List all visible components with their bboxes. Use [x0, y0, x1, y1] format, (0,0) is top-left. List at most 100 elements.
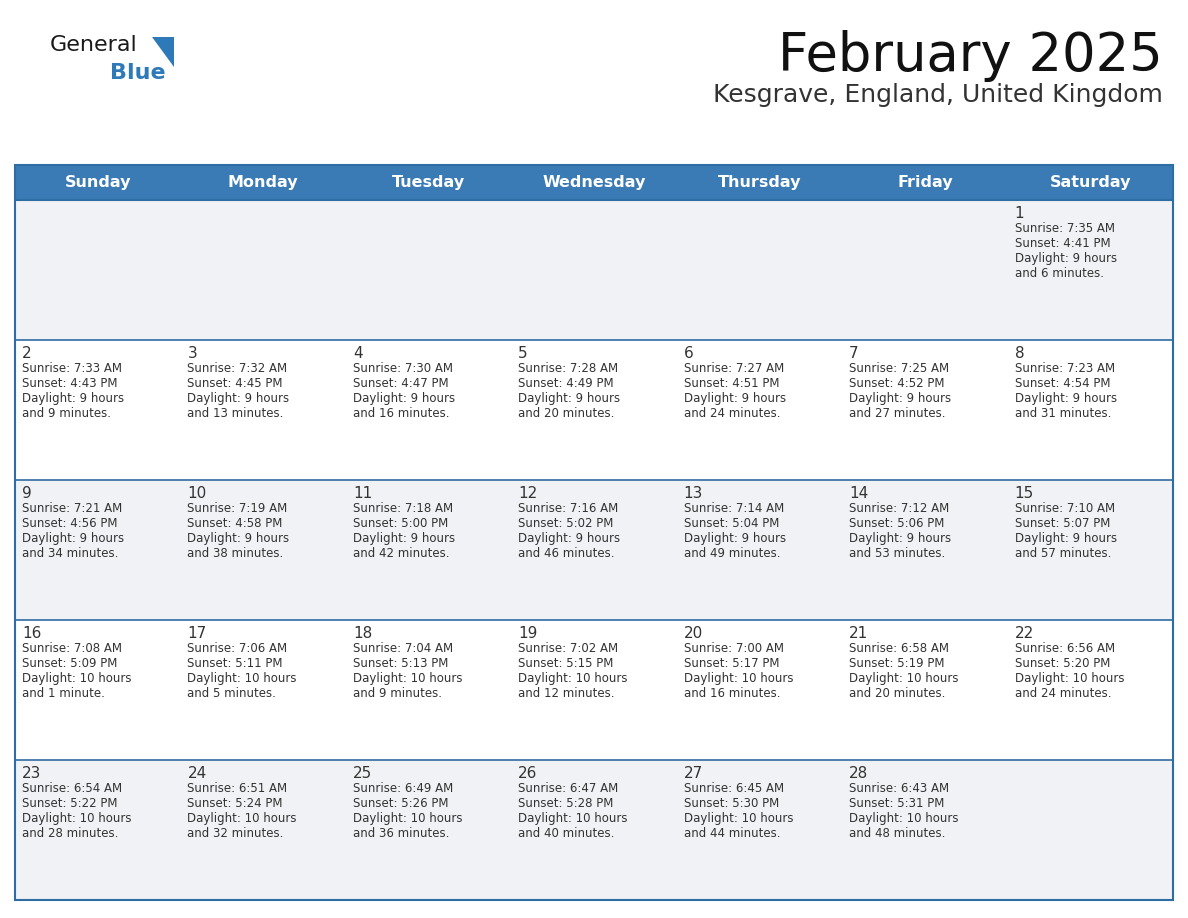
- Text: 20: 20: [684, 626, 703, 641]
- Text: Sunrise: 7:27 AM: Sunrise: 7:27 AM: [684, 362, 784, 375]
- Text: Sunset: 4:58 PM: Sunset: 4:58 PM: [188, 517, 283, 530]
- Text: 5: 5: [518, 346, 527, 361]
- Text: Daylight: 9 hours: Daylight: 9 hours: [1015, 532, 1117, 545]
- Bar: [511, 480, 677, 620]
- Text: Daylight: 9 hours: Daylight: 9 hours: [23, 532, 124, 545]
- Text: Sunrise: 7:19 AM: Sunrise: 7:19 AM: [188, 502, 287, 515]
- Text: Sunrise: 7:10 AM: Sunrise: 7:10 AM: [1015, 502, 1114, 515]
- Text: Daylight: 10 hours: Daylight: 10 hours: [1015, 672, 1124, 685]
- Bar: [15, 340, 181, 480]
- Text: Sunrise: 7:16 AM: Sunrise: 7:16 AM: [518, 502, 619, 515]
- Text: Daylight: 9 hours: Daylight: 9 hours: [849, 392, 952, 405]
- Text: and 16 minutes.: and 16 minutes.: [353, 407, 449, 420]
- Text: 25: 25: [353, 766, 372, 781]
- Bar: [15, 760, 181, 900]
- Text: Daylight: 9 hours: Daylight: 9 hours: [1015, 252, 1117, 265]
- Text: Daylight: 9 hours: Daylight: 9 hours: [188, 532, 290, 545]
- Text: and 1 minute.: and 1 minute.: [23, 687, 105, 700]
- Text: Sunset: 4:45 PM: Sunset: 4:45 PM: [188, 377, 283, 390]
- Text: 18: 18: [353, 626, 372, 641]
- Bar: [842, 760, 1007, 900]
- Text: Sunrise: 7:33 AM: Sunrise: 7:33 AM: [23, 362, 122, 375]
- Text: Daylight: 9 hours: Daylight: 9 hours: [353, 532, 455, 545]
- Text: and 57 minutes.: and 57 minutes.: [1015, 547, 1111, 560]
- Text: Sunset: 4:51 PM: Sunset: 4:51 PM: [684, 377, 779, 390]
- Text: Daylight: 9 hours: Daylight: 9 hours: [518, 392, 620, 405]
- Text: and 34 minutes.: and 34 minutes.: [23, 547, 119, 560]
- Text: Sunrise: 7:04 AM: Sunrise: 7:04 AM: [353, 642, 453, 655]
- Bar: [677, 165, 842, 200]
- Text: 10: 10: [188, 486, 207, 501]
- Text: Sunset: 4:41 PM: Sunset: 4:41 PM: [1015, 237, 1111, 250]
- Text: 13: 13: [684, 486, 703, 501]
- Text: 26: 26: [518, 766, 538, 781]
- Text: Sunset: 4:49 PM: Sunset: 4:49 PM: [518, 377, 614, 390]
- Text: Monday: Monday: [228, 175, 298, 190]
- Text: Sunset: 5:15 PM: Sunset: 5:15 PM: [518, 657, 614, 670]
- Text: Sunset: 5:00 PM: Sunset: 5:00 PM: [353, 517, 448, 530]
- Text: Sunrise: 6:45 AM: Sunrise: 6:45 AM: [684, 782, 784, 795]
- Text: and 5 minutes.: and 5 minutes.: [188, 687, 277, 700]
- Text: Sunset: 5:24 PM: Sunset: 5:24 PM: [188, 797, 283, 810]
- Text: 15: 15: [1015, 486, 1034, 501]
- Bar: [346, 340, 511, 480]
- Text: February 2025: February 2025: [778, 30, 1163, 82]
- Bar: [346, 165, 511, 200]
- Text: and 31 minutes.: and 31 minutes.: [1015, 407, 1111, 420]
- Text: and 9 minutes.: and 9 minutes.: [23, 407, 110, 420]
- Bar: [842, 200, 1007, 340]
- Text: Sunset: 5:19 PM: Sunset: 5:19 PM: [849, 657, 944, 670]
- Text: Sunset: 5:30 PM: Sunset: 5:30 PM: [684, 797, 779, 810]
- Text: Sunset: 5:26 PM: Sunset: 5:26 PM: [353, 797, 448, 810]
- Text: Sunrise: 6:47 AM: Sunrise: 6:47 AM: [518, 782, 619, 795]
- Text: Sunrise: 7:28 AM: Sunrise: 7:28 AM: [518, 362, 619, 375]
- Text: and 20 minutes.: and 20 minutes.: [849, 687, 946, 700]
- Text: Saturday: Saturday: [1049, 175, 1131, 190]
- Bar: [511, 200, 677, 340]
- Text: 8: 8: [1015, 346, 1024, 361]
- Bar: [346, 760, 511, 900]
- Text: Daylight: 9 hours: Daylight: 9 hours: [684, 532, 785, 545]
- Text: 1: 1: [1015, 206, 1024, 221]
- Text: and 12 minutes.: and 12 minutes.: [518, 687, 614, 700]
- Bar: [511, 165, 677, 200]
- Text: and 53 minutes.: and 53 minutes.: [849, 547, 946, 560]
- Text: Sunset: 5:02 PM: Sunset: 5:02 PM: [518, 517, 614, 530]
- Text: Daylight: 9 hours: Daylight: 9 hours: [353, 392, 455, 405]
- Text: and 36 minutes.: and 36 minutes.: [353, 827, 449, 840]
- Text: Sunset: 5:07 PM: Sunset: 5:07 PM: [1015, 517, 1110, 530]
- Text: 11: 11: [353, 486, 372, 501]
- Text: Sunrise: 6:43 AM: Sunrise: 6:43 AM: [849, 782, 949, 795]
- Text: 28: 28: [849, 766, 868, 781]
- Text: and 13 minutes.: and 13 minutes.: [188, 407, 284, 420]
- Text: and 49 minutes.: and 49 minutes.: [684, 547, 781, 560]
- Text: 14: 14: [849, 486, 868, 501]
- Bar: [15, 480, 181, 620]
- Text: Sunset: 4:52 PM: Sunset: 4:52 PM: [849, 377, 944, 390]
- Text: Sunrise: 6:51 AM: Sunrise: 6:51 AM: [188, 782, 287, 795]
- Text: and 27 minutes.: and 27 minutes.: [849, 407, 946, 420]
- Text: Sunset: 4:56 PM: Sunset: 4:56 PM: [23, 517, 118, 530]
- Text: and 32 minutes.: and 32 minutes.: [188, 827, 284, 840]
- Text: Daylight: 10 hours: Daylight: 10 hours: [684, 672, 794, 685]
- Text: Sunday: Sunday: [64, 175, 131, 190]
- Text: and 6 minutes.: and 6 minutes.: [1015, 267, 1104, 280]
- Bar: [15, 620, 181, 760]
- Text: Sunrise: 7:00 AM: Sunrise: 7:00 AM: [684, 642, 784, 655]
- Text: Sunset: 5:31 PM: Sunset: 5:31 PM: [849, 797, 944, 810]
- Text: Sunrise: 6:56 AM: Sunrise: 6:56 AM: [1015, 642, 1114, 655]
- Bar: [181, 620, 346, 760]
- Text: Daylight: 10 hours: Daylight: 10 hours: [188, 672, 297, 685]
- Text: Daylight: 9 hours: Daylight: 9 hours: [188, 392, 290, 405]
- Text: 3: 3: [188, 346, 197, 361]
- Text: Sunset: 5:28 PM: Sunset: 5:28 PM: [518, 797, 614, 810]
- Text: Daylight: 9 hours: Daylight: 9 hours: [1015, 392, 1117, 405]
- Bar: [181, 480, 346, 620]
- Text: 24: 24: [188, 766, 207, 781]
- Bar: [677, 620, 842, 760]
- Text: Sunset: 5:04 PM: Sunset: 5:04 PM: [684, 517, 779, 530]
- Text: Daylight: 10 hours: Daylight: 10 hours: [353, 672, 462, 685]
- Text: Sunrise: 6:54 AM: Sunrise: 6:54 AM: [23, 782, 122, 795]
- Text: and 46 minutes.: and 46 minutes.: [518, 547, 614, 560]
- Text: and 42 minutes.: and 42 minutes.: [353, 547, 449, 560]
